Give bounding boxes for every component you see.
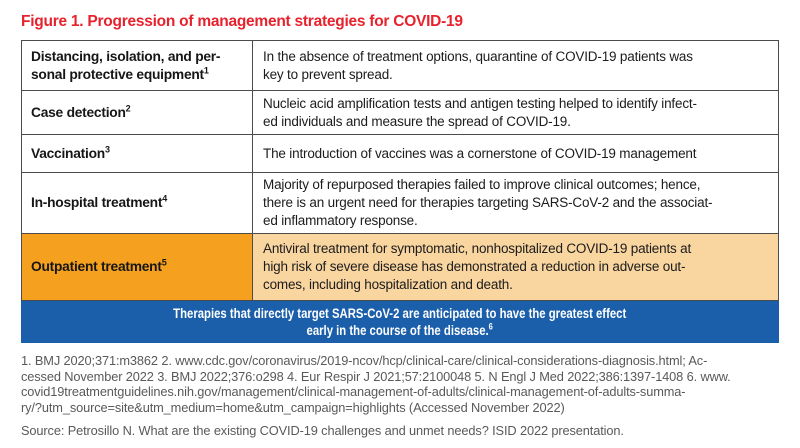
description-text: In the absence of treatment options, qua… xyxy=(263,48,693,82)
strategy-label: Outpatient treatment xyxy=(31,259,162,274)
strategy-cell: Vaccination3 xyxy=(21,134,253,173)
strategy-cell: Outpatient treatment5 xyxy=(21,233,253,301)
strategy-label: In-hospital treatment xyxy=(31,195,163,210)
description-text: Antiviral treatment for symptomatic, non… xyxy=(263,241,692,292)
key-message-banner: Therapies that directly target SARS-CoV-… xyxy=(21,301,779,343)
reference-superscript: 2 xyxy=(125,102,131,113)
table-row: Distancing, isolation, and per- sonal pr… xyxy=(21,40,779,91)
description-cell: In the absence of treatment options, qua… xyxy=(252,40,779,91)
key-message-text: Therapies that directly target SARS-CoV-… xyxy=(173,305,626,339)
reference-superscript: 6 xyxy=(488,321,494,332)
strategy-cell: Case detection2 xyxy=(21,90,253,135)
strategy-label: Distancing, isolation, and per- sonal pr… xyxy=(31,48,221,82)
strategy-cell: In-hospital treatment4 xyxy=(21,172,253,234)
figure-title: Figure 1. Progression of management stra… xyxy=(21,13,463,30)
strategy-cell: Distancing, isolation, and per- sonal pr… xyxy=(21,40,253,91)
reference-superscript: 1 xyxy=(203,64,209,75)
description-cell: Antiviral treatment for symptomatic, non… xyxy=(252,233,779,301)
reference-superscript: 4 xyxy=(162,193,167,204)
strategy-label: Vaccination xyxy=(31,145,105,161)
description-cell: The introduction of vaccines was a corne… xyxy=(252,134,779,173)
strategies-table: Distancing, isolation, and per- sonal pr… xyxy=(21,40,779,301)
reference-superscript: 5 xyxy=(161,257,167,268)
reference-superscript: 3 xyxy=(104,143,110,154)
references-text: 1. BMJ 2020;371:m3862 2. www.cdc.gov/cor… xyxy=(21,353,731,415)
table-row: In-hospital treatment4 Majority of repur… xyxy=(21,172,779,234)
strategy-label: Case detection xyxy=(31,104,126,120)
description-cell: Nucleic acid amplification tests and ant… xyxy=(252,90,779,135)
table-row: Case detection2 Nucleic acid amplificati… xyxy=(21,90,779,135)
source-text: Source: Petrosillo N. What are the exist… xyxy=(21,423,624,439)
table-row-highlighted: Outpatient treatment5 Antiviral treatmen… xyxy=(21,233,779,301)
description-text: Nucleic acid amplification tests and ant… xyxy=(263,95,697,129)
description-text: The introduction of vaccines was a corne… xyxy=(263,145,697,161)
table-row: Vaccination3 The introduction of vaccine… xyxy=(21,134,779,173)
description-text: Majority of repurposed therapies failed … xyxy=(263,177,713,228)
banner-text-body: Therapies that directly target SARS-CoV-… xyxy=(173,306,627,338)
description-cell: Majority of repurposed therapies failed … xyxy=(252,172,779,234)
